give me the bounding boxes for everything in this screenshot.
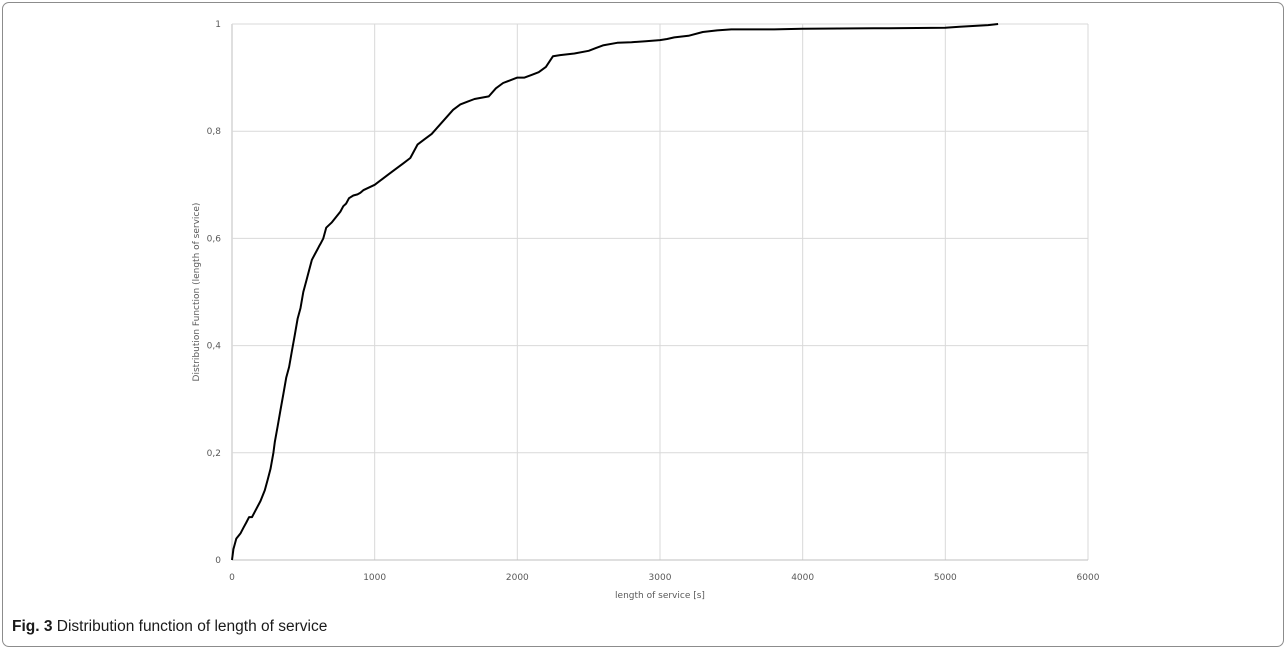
grid-lines [231,23,1089,561]
x-axis-ticks: 0 1000 2000 3000 4000 5000 6000 [229,573,1100,583]
y-axis-ticks: 0 0,2 0,4 0,6 0,8 1 [207,20,222,566]
x-tick-label: 0 [229,573,235,583]
figure-label: Fig. 3 [12,618,53,635]
y-tick-label: 0,6 [207,234,222,244]
x-tick-label: 5000 [934,573,957,583]
cdf-series-line [231,23,999,561]
y-tick-label: 0 [215,556,221,566]
x-tick-label: 4000 [791,573,814,583]
figure-caption: Fig. 3 Distribution function of length o… [12,618,327,636]
y-tick-label: 0,4 [207,342,222,352]
y-tick-label: 0,2 [207,449,221,459]
y-axis-title: Distribution Function (length of service… [192,203,202,382]
figure-caption-text: Distribution function of length of servi… [56,618,328,635]
cdf-chart: 0 1000 2000 3000 4000 5000 6000 0 0,2 0,4 0,6 0,8 1… [192,20,1100,600]
x-axis-title: length of service [s] [615,591,705,600]
x-tick-label: 6000 [1077,573,1100,583]
x-tick-label: 3000 [649,573,672,583]
y-tick-label: 1 [215,20,221,30]
x-tick-label: 1000 [363,573,386,583]
x-tick-label: 2000 [506,573,529,583]
y-tick-label: 0,8 [207,127,222,137]
